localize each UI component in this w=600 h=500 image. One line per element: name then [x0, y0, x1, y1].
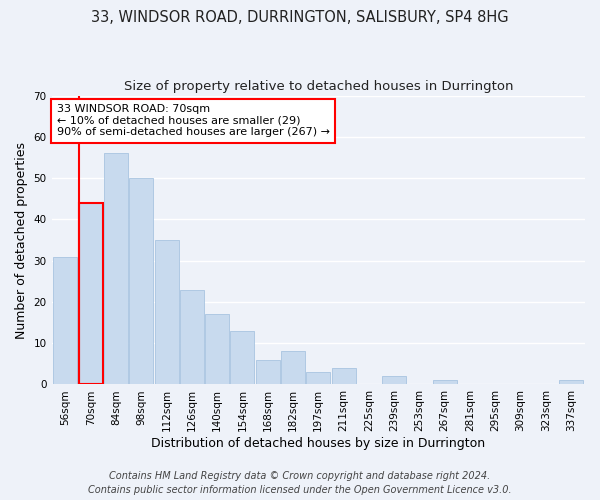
Bar: [433, 380, 457, 384]
Bar: [256, 360, 280, 384]
Bar: [180, 290, 204, 384]
Text: 33, WINDSOR ROAD, DURRINGTON, SALISBURY, SP4 8HG: 33, WINDSOR ROAD, DURRINGTON, SALISBURY,…: [91, 10, 509, 25]
Text: Contains HM Land Registry data © Crown copyright and database right 2024.
Contai: Contains HM Land Registry data © Crown c…: [88, 471, 512, 495]
Text: 33 WINDSOR ROAD: 70sqm
← 10% of detached houses are smaller (29)
90% of semi-det: 33 WINDSOR ROAD: 70sqm ← 10% of detached…: [57, 104, 330, 138]
Bar: [230, 331, 254, 384]
Bar: [281, 352, 305, 384]
Bar: [79, 203, 103, 384]
Bar: [382, 376, 406, 384]
Bar: [104, 154, 128, 384]
Bar: [155, 240, 179, 384]
Bar: [53, 256, 77, 384]
Bar: [205, 314, 229, 384]
Bar: [332, 368, 356, 384]
Bar: [129, 178, 154, 384]
Title: Size of property relative to detached houses in Durrington: Size of property relative to detached ho…: [124, 80, 513, 93]
X-axis label: Distribution of detached houses by size in Durrington: Distribution of detached houses by size …: [151, 437, 485, 450]
Y-axis label: Number of detached properties: Number of detached properties: [15, 142, 28, 338]
Bar: [559, 380, 583, 384]
Bar: [306, 372, 330, 384]
